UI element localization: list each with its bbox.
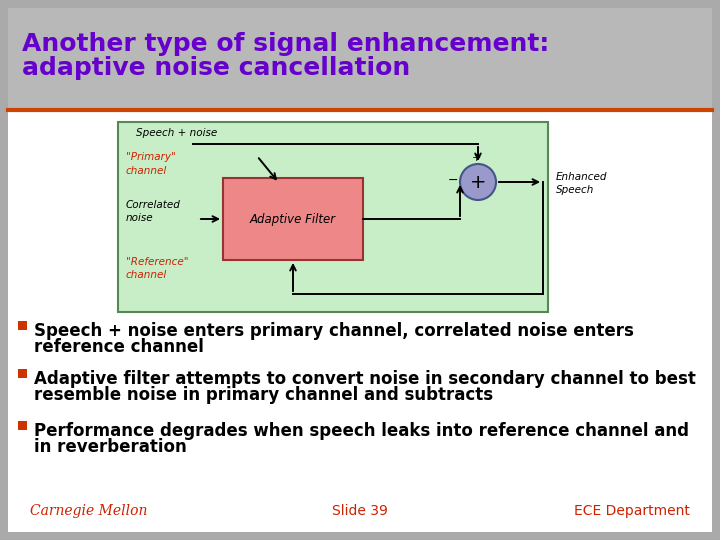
Text: Adaptive Filter: Adaptive Filter bbox=[250, 213, 336, 226]
Text: Adaptive filter attempts to convert noise in secondary channel to best: Adaptive filter attempts to convert nois… bbox=[34, 370, 696, 388]
Text: −: − bbox=[448, 173, 458, 186]
Bar bbox=[8, 8, 712, 110]
Text: noise: noise bbox=[126, 213, 153, 223]
Text: +: + bbox=[472, 153, 481, 163]
Bar bbox=[18, 321, 27, 330]
Bar bbox=[118, 122, 548, 312]
Text: Correlated: Correlated bbox=[126, 200, 181, 210]
Text: Carnegie Mellon: Carnegie Mellon bbox=[30, 504, 148, 518]
Text: "Primary": "Primary" bbox=[126, 152, 176, 162]
Text: reference channel: reference channel bbox=[34, 338, 204, 356]
Text: channel: channel bbox=[126, 166, 167, 176]
Text: Another type of signal enhancement:: Another type of signal enhancement: bbox=[22, 32, 549, 56]
Text: Performance degrades when speech leaks into reference channel and: Performance degrades when speech leaks i… bbox=[34, 422, 689, 440]
Text: +: + bbox=[469, 172, 486, 192]
Bar bbox=[223, 178, 363, 260]
Text: channel: channel bbox=[126, 270, 167, 280]
Text: ECE Department: ECE Department bbox=[574, 504, 690, 518]
Text: Speech + noise enters primary channel, correlated noise enters: Speech + noise enters primary channel, c… bbox=[34, 322, 634, 340]
Text: Enhanced: Enhanced bbox=[556, 172, 608, 182]
Text: resemble noise in primary channel and subtracts: resemble noise in primary channel and su… bbox=[34, 386, 493, 404]
Text: in reverberation: in reverberation bbox=[34, 438, 186, 456]
Text: "Reference": "Reference" bbox=[126, 257, 189, 267]
Text: Slide 39: Slide 39 bbox=[332, 504, 388, 518]
Bar bbox=[18, 369, 27, 378]
Text: Speech: Speech bbox=[556, 185, 595, 195]
Circle shape bbox=[460, 164, 496, 200]
Text: Speech + noise: Speech + noise bbox=[136, 128, 217, 138]
Text: adaptive noise cancellation: adaptive noise cancellation bbox=[22, 56, 410, 80]
Bar bbox=[18, 421, 27, 430]
